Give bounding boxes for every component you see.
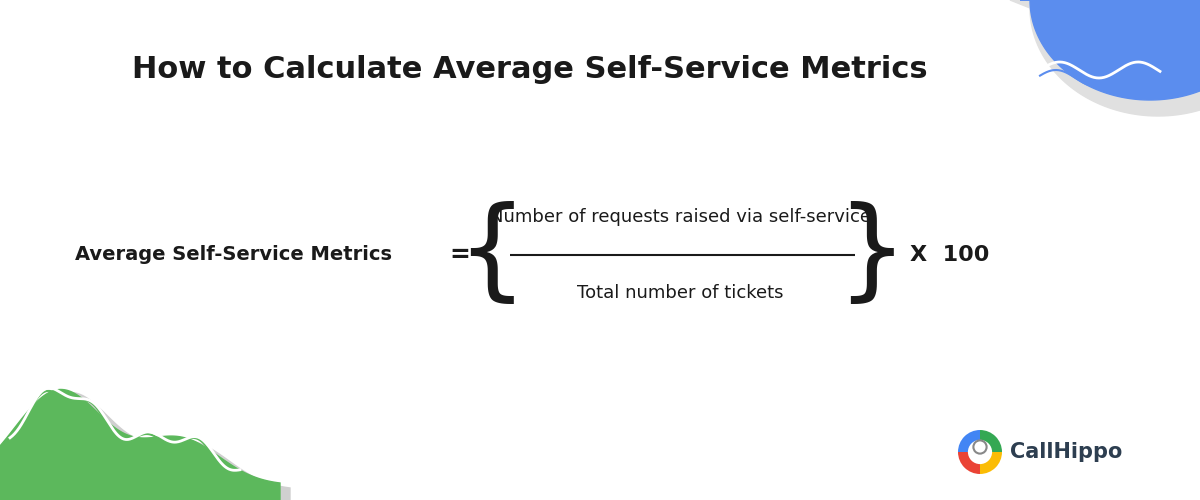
- Text: Average Self-Service Metrics: Average Self-Service Metrics: [74, 246, 392, 264]
- Text: Number of requests raised via self-service: Number of requests raised via self-servi…: [490, 208, 870, 226]
- Polygon shape: [0, 392, 290, 500]
- Circle shape: [968, 440, 992, 464]
- Text: }: }: [836, 202, 907, 308]
- Wedge shape: [958, 452, 980, 474]
- Text: X  100: X 100: [910, 245, 989, 265]
- Wedge shape: [980, 430, 1002, 452]
- Polygon shape: [0, 390, 280, 500]
- Polygon shape: [1020, 0, 1200, 100]
- Text: =: =: [450, 243, 470, 267]
- Text: Total number of tickets: Total number of tickets: [577, 284, 784, 302]
- Wedge shape: [958, 430, 980, 452]
- Wedge shape: [980, 452, 1002, 474]
- Polygon shape: [1010, 0, 1200, 116]
- Text: How to Calculate Average Self-Service Metrics: How to Calculate Average Self-Service Me…: [132, 55, 928, 84]
- Text: CallHippo: CallHippo: [1010, 442, 1122, 462]
- Text: {: {: [457, 202, 527, 308]
